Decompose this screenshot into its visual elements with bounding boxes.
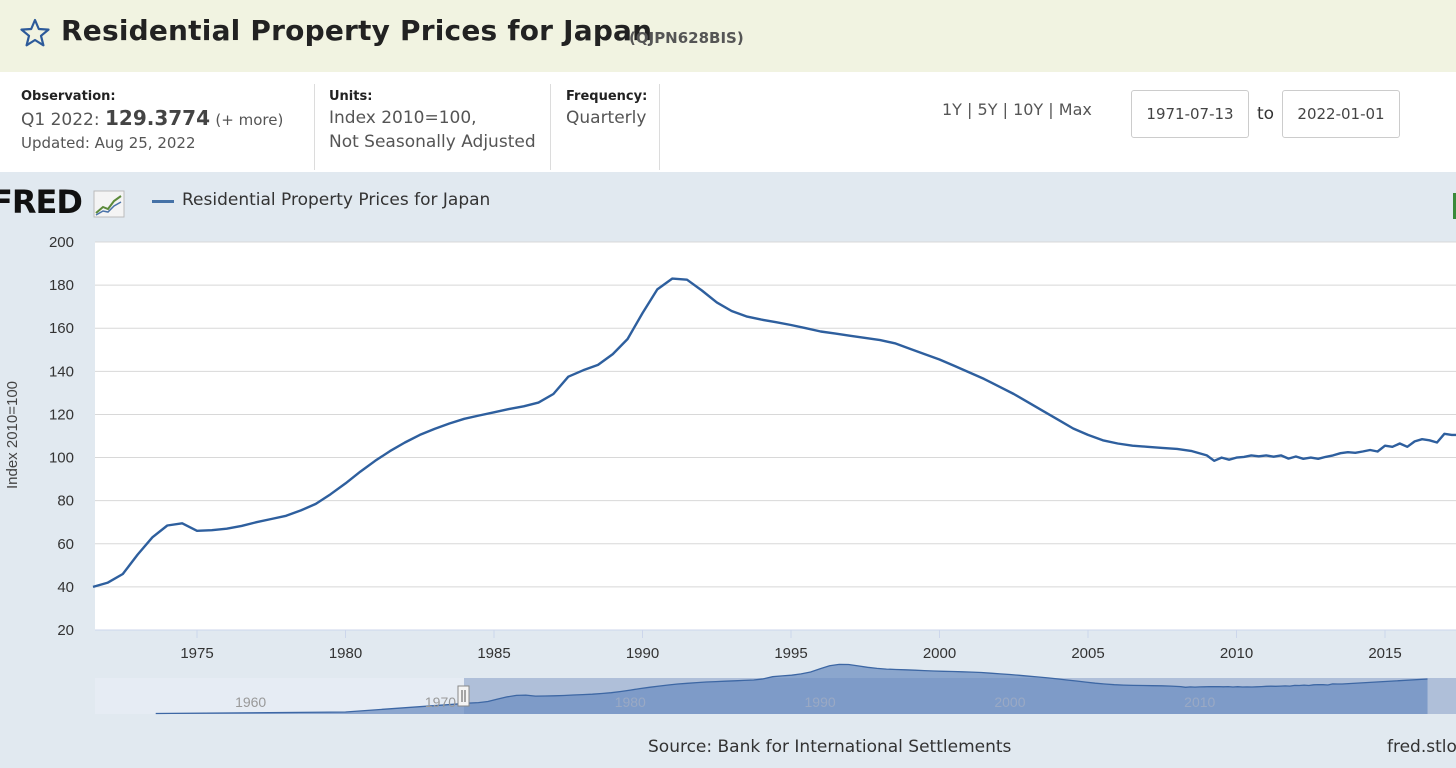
units-line1: Index 2010=100, xyxy=(329,108,477,128)
title-bar: Residential Property Prices for Japan (Q… xyxy=(0,0,1456,72)
series-line[interactable] xyxy=(92,277,1456,589)
observation-label: Observation: xyxy=(21,89,116,104)
x-tick-label: 1995 xyxy=(774,645,807,662)
chart-line-icon xyxy=(93,190,125,218)
star-icon[interactable] xyxy=(20,18,50,48)
frequency-value: Quarterly xyxy=(566,108,647,128)
range-max[interactable]: Max xyxy=(1058,100,1092,119)
frequency-label: Frequency: xyxy=(566,89,648,104)
legend-swatch xyxy=(152,200,174,203)
divider xyxy=(659,84,660,170)
navigator-label: 1990 xyxy=(805,694,836,710)
navigator-area xyxy=(155,664,1428,714)
y-tick-label: 60 xyxy=(57,536,74,553)
y-tick-label: 40 xyxy=(57,579,74,596)
source-text: Source: Bank for International Settlemen… xyxy=(648,737,1012,757)
observation-period: Q1 2022: xyxy=(21,110,100,130)
fred-logo: FRED xyxy=(0,183,125,221)
date-to-label: to xyxy=(1257,104,1275,124)
x-tick-label: 2005 xyxy=(1071,645,1104,662)
navigator-line xyxy=(155,663,1428,715)
x-tick-label: 2010 xyxy=(1220,645,1253,662)
range-10y[interactable]: 10Y xyxy=(1013,100,1044,119)
y-tick-label: 20 xyxy=(57,622,74,639)
download-tab[interactable] xyxy=(1453,193,1456,219)
x-tick-label: 2000 xyxy=(923,645,956,662)
observation-value: 129.3774 xyxy=(105,106,211,130)
y-tick-label: 160 xyxy=(49,320,74,337)
units-block: Units: Index 2010=100, Not Seasonally Ad… xyxy=(329,80,536,172)
range-separator: | xyxy=(967,100,973,119)
y-tick-label: 200 xyxy=(49,234,74,251)
navigator-label: 2010 xyxy=(1184,694,1215,710)
x-tick-label: 1980 xyxy=(329,645,362,662)
plot-area xyxy=(95,242,1456,630)
x-tick-label: 1975 xyxy=(180,645,213,662)
legend-label[interactable]: Residential Property Prices for Japan xyxy=(182,190,491,210)
frequency-block: Frequency: Quarterly xyxy=(566,80,647,172)
y-tick-label: 120 xyxy=(49,406,74,423)
page-title: Residential Property Prices for Japan xyxy=(61,14,653,47)
fred-url[interactable]: fred.stlou xyxy=(1387,737,1456,757)
series-id: (QJPN628BIS) xyxy=(629,29,744,47)
units-line2: Not Seasonally Adjusted xyxy=(329,132,536,152)
range-5y[interactable]: 5Y xyxy=(977,100,998,119)
y-axis-label: Index 2010=100 xyxy=(4,381,21,489)
x-tick-label: 2015 xyxy=(1368,645,1401,662)
divider xyxy=(314,84,315,170)
range-separator: | xyxy=(1048,100,1054,119)
navigator-label: 1980 xyxy=(615,694,646,710)
x-tick-label: 1990 xyxy=(626,645,659,662)
end-date-input[interactable]: 2022-01-01 xyxy=(1282,90,1400,138)
units-label: Units: xyxy=(329,89,373,104)
y-tick-label: 140 xyxy=(49,363,74,380)
line-chart: 20 40 60 80 100 120 140 160 180 200 1975 1980 1985 1… xyxy=(4,234,1456,715)
more-link[interactable]: (+ more) xyxy=(215,111,284,129)
navigator-label: 1970 xyxy=(425,694,456,710)
navigator-label: 1960 xyxy=(235,694,266,710)
navigator-label: 2000 xyxy=(994,694,1025,710)
range-separator: | xyxy=(1002,100,1008,119)
divider xyxy=(550,84,551,170)
range-1y[interactable]: 1Y xyxy=(942,100,962,119)
navigator-handle[interactable] xyxy=(457,685,470,707)
y-tick-label: 180 xyxy=(49,277,74,294)
y-tick-label: 100 xyxy=(49,450,74,467)
updated-date: Updated: Aug 25, 2022 xyxy=(21,134,196,152)
start-date-input[interactable]: 1971-07-13 xyxy=(1131,90,1249,138)
y-tick-label: 80 xyxy=(57,493,74,510)
range-buttons: 1Y | 5Y | 10Y | Max xyxy=(942,100,1092,119)
x-tick-label: 1985 xyxy=(477,645,510,662)
observation-block: Observation: Q1 2022: 129.3774 (+ more) … xyxy=(21,80,283,172)
